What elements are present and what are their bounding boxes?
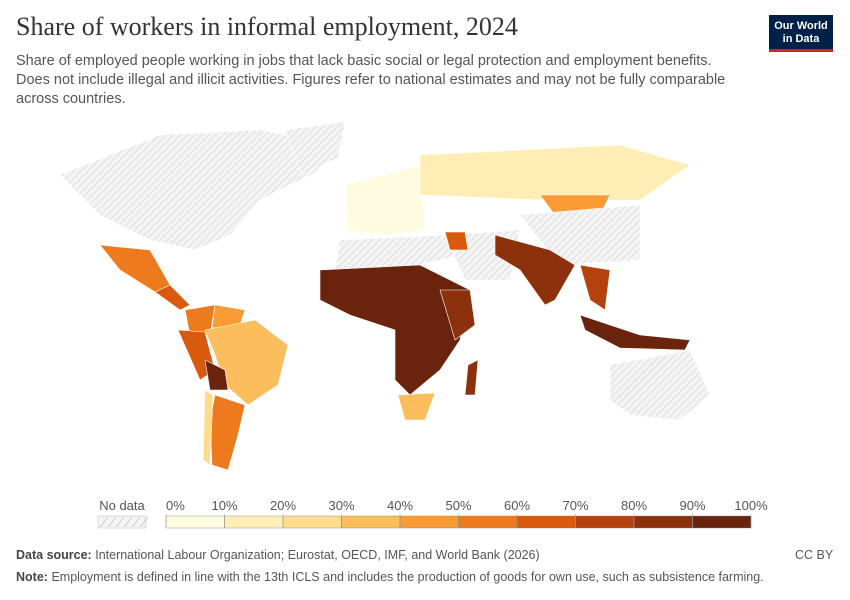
no-data-label: No data <box>99 498 145 513</box>
legend-bin <box>399 515 459 529</box>
no-data-hatch <box>139 516 149 528</box>
legend-bin <box>692 515 752 529</box>
east-africa[interactable] <box>439 289 476 341</box>
greenland[interactable] <box>284 121 346 176</box>
legend-bin <box>341 515 401 529</box>
legend-tick-label: 20% <box>270 498 296 513</box>
legend-tick-label: 40% <box>387 498 413 513</box>
europe[interactable] <box>344 164 426 236</box>
chile[interactable] <box>202 389 214 466</box>
world-map <box>59 121 711 471</box>
legend: No data 0% 10% 20% 30% 40% 50% 60% 70% 80% 90% 100% <box>97 498 768 529</box>
indonesia[interactable] <box>579 314 691 351</box>
north-america[interactable] <box>59 129 321 251</box>
logo-line: Our World <box>774 20 828 32</box>
no-data-hatch <box>131 516 141 528</box>
south-africa[interactable] <box>397 392 436 421</box>
source: Data source: International Labour Organi… <box>16 548 540 562</box>
legend-bin <box>633 515 693 529</box>
no-data-hatch <box>107 516 117 528</box>
australia[interactable] <box>609 349 711 421</box>
note: Note: Employment is defined in line with… <box>16 570 764 584</box>
note-label: Note: <box>16 570 48 584</box>
legend-tick-label: 50% <box>445 498 471 513</box>
south-asia[interactable] <box>494 234 576 306</box>
mexico[interactable] <box>99 244 171 293</box>
source-text: International Labour Organization; Euros… <box>95 548 540 562</box>
legend-bin <box>458 515 518 529</box>
russia[interactable] <box>419 144 691 201</box>
legend-tick-label: 100% <box>734 498 768 513</box>
logo[interactable]: Our World in Data <box>769 15 833 52</box>
legend-tick-label: 80% <box>621 498 647 513</box>
legend-tick-label: 60% <box>504 498 530 513</box>
license[interactable]: CC BY <box>795 548 834 562</box>
legend-bin <box>516 515 576 529</box>
legend-bin <box>575 515 635 529</box>
central-america[interactable] <box>154 284 191 311</box>
north-africa[interactable] <box>334 234 461 271</box>
iraq[interactable] <box>444 231 469 251</box>
sub-saharan-africa[interactable] <box>319 264 471 396</box>
title: Share of workers in informal employment,… <box>16 12 518 41</box>
legend-tick-label: 0% <box>166 498 185 513</box>
no-data-hatch <box>123 516 133 528</box>
madagascar[interactable] <box>464 359 479 396</box>
southeast-asia[interactable] <box>579 264 611 311</box>
no-data-hatch <box>99 516 109 528</box>
legend-tick-label: 70% <box>562 498 588 513</box>
source-label: Data source: <box>16 548 92 562</box>
legend-bin <box>282 515 342 529</box>
legend-bin <box>165 515 225 529</box>
bolivia[interactable] <box>204 359 229 391</box>
subtitle: Share of employed people working in jobs… <box>16 53 726 107</box>
logo-line: in Data <box>782 33 820 45</box>
legend-tick-label: 10% <box>211 498 237 513</box>
no-data-hatch <box>115 516 125 528</box>
legend-tick-label: 90% <box>679 498 705 513</box>
note-text: Employment is defined in line with the 1… <box>51 570 764 584</box>
legend-bin <box>224 515 284 529</box>
argentina[interactable] <box>209 394 246 471</box>
brazil[interactable] <box>204 319 289 406</box>
legend-tick-label: 30% <box>328 498 354 513</box>
